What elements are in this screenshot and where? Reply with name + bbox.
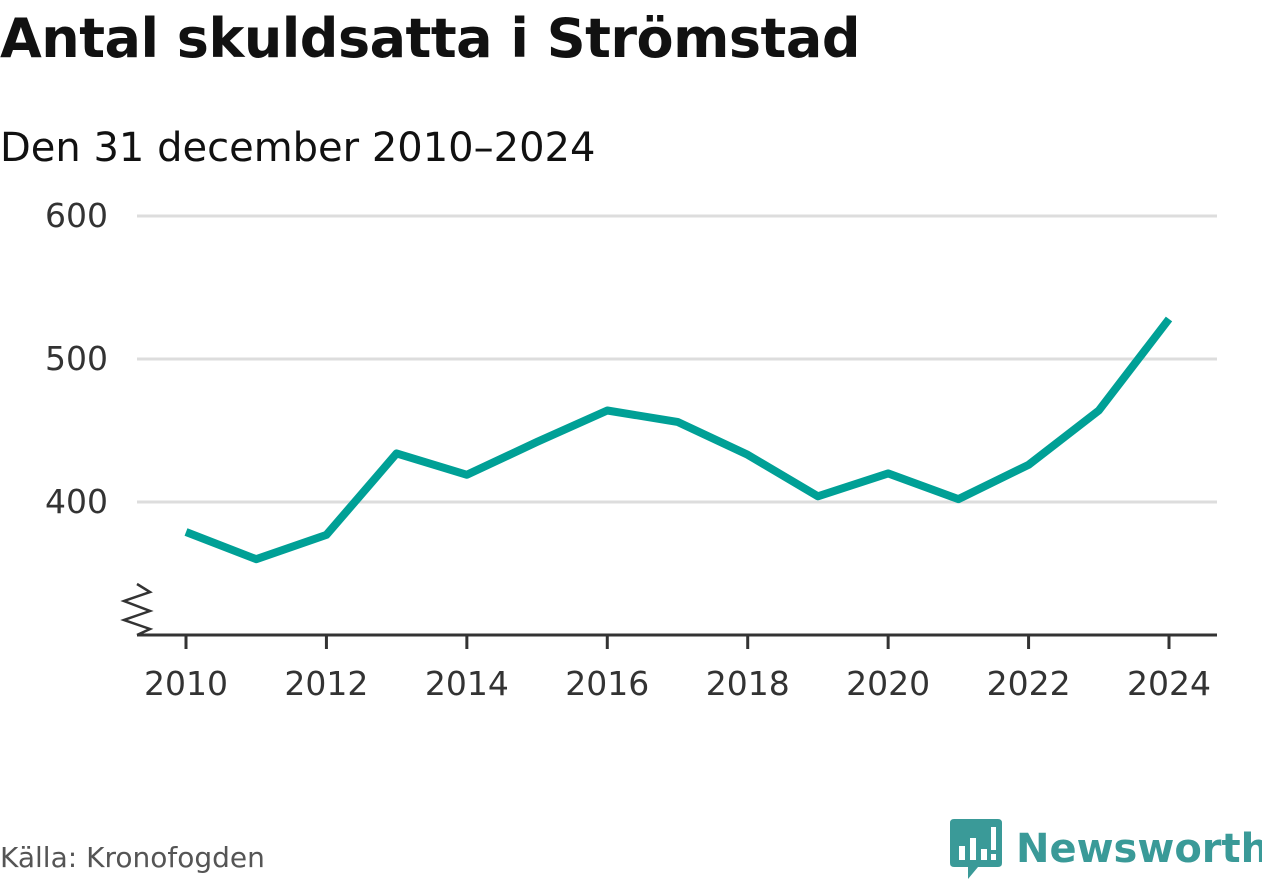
chart-title: Antal skuldsatta i Strömstad [0,7,860,70]
data-point-2019 [814,492,822,500]
x-tick-label: 2014 [425,664,509,703]
x-tick-label: 2018 [706,664,790,703]
data-point-2023 [1095,406,1103,414]
newsworthy-logo-icon [950,819,1002,879]
data-point-2020 [884,469,892,477]
data-point-2014 [463,471,471,479]
data-point-2016 [603,406,611,414]
x-axis-ticks: 2010 2012 2014 2016 2018 2020 2022 2024 [144,635,1211,703]
y-tick-label: 500 [45,339,108,378]
data-point-2012 [322,531,330,539]
x-tick-label: 2010 [144,664,228,703]
chart-subtitle: Den 31 december 2010–2024 [0,125,596,171]
grid-lines [137,214,1217,504]
axis-break-icon [120,582,154,637]
brand[interactable]: Newsworthy [950,818,1262,880]
data-point-2015 [533,438,541,446]
brand-name: Newsworthy [1016,826,1262,872]
data-point-2010 [182,528,190,536]
data-point-2013 [393,449,401,457]
series-line [184,316,1173,564]
x-tick-label: 2016 [565,664,649,703]
y-tick-label: 600 [45,196,108,235]
x-axis [120,582,1217,637]
data-point-2024 [1165,315,1173,323]
source-note: Källa: Kronofogden [0,841,265,874]
data-point-2017 [674,418,682,426]
data-point-2022 [1025,461,1033,469]
data-point-2011 [252,555,260,563]
x-tick-label: 2022 [987,664,1071,703]
data-point-2021 [954,495,962,503]
x-tick-label: 2020 [846,664,930,703]
x-tick-label: 2024 [1127,664,1211,703]
series [184,316,1173,564]
y-axis-tick-labels: 400 500 600 [45,196,108,521]
y-tick-label: 400 [45,482,108,521]
data-point-2018 [744,451,752,459]
x-tick-label: 2012 [284,664,368,703]
